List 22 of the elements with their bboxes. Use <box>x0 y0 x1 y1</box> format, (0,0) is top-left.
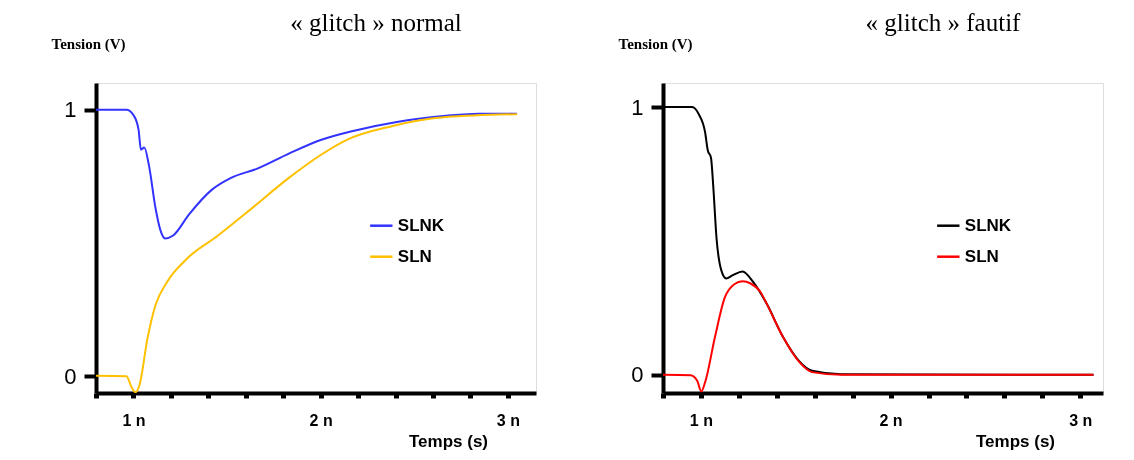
line-series <box>96 113 519 393</box>
y-axis-title: Tension (V) <box>618 35 693 53</box>
x-axis-title: Temps (s) <box>408 431 489 451</box>
x-tick-label: 3 n <box>496 411 520 429</box>
x-tick-label: 3 n <box>1069 411 1093 429</box>
y-tick-label: 0 <box>631 362 644 388</box>
chart-title: « glitch » fautif <box>865 9 1022 36</box>
y-tick-label: 0 <box>64 363 77 389</box>
x-tick-label: 1 n <box>122 411 146 429</box>
legend-label: SLNK <box>964 215 1012 235</box>
y-axis-title: Tension (V) <box>51 35 126 53</box>
x-tick-label: 2 n <box>879 411 903 429</box>
x-tick-label: 1 n <box>689 411 713 429</box>
legend-label: SLN <box>397 246 432 266</box>
legend-label: SLN <box>964 246 999 266</box>
y-tick-label: 1 <box>631 94 644 120</box>
chart-title: « glitch » normal <box>290 9 462 36</box>
line-series <box>663 280 1095 393</box>
x-axis-title: Temps (s) <box>975 431 1056 451</box>
x-tick-label: 2 n <box>309 411 333 429</box>
legend-label: SLNK <box>397 215 445 235</box>
y-tick-label: 1 <box>64 97 77 123</box>
